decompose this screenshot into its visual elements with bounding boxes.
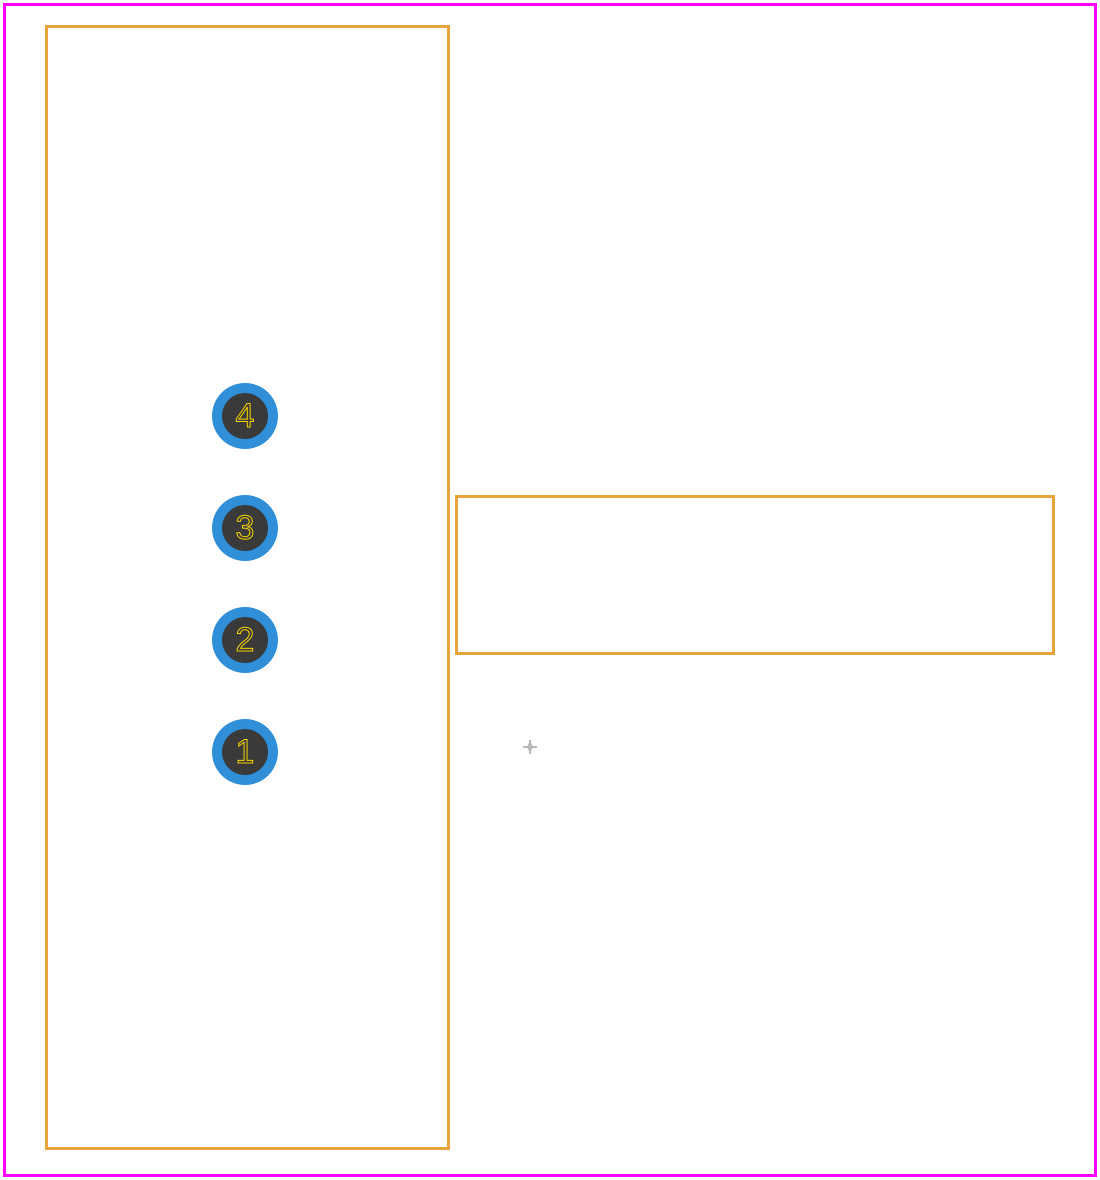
pad-1-drill: 1 bbox=[222, 729, 268, 775]
pad-3-label: 3 bbox=[236, 509, 255, 548]
silkscreen-body-left bbox=[45, 25, 450, 1150]
silkscreen-body-right bbox=[455, 495, 1055, 655]
pad-2-label: 2 bbox=[236, 621, 255, 660]
pad-2: 2 bbox=[212, 607, 278, 673]
pad-4-label: 4 bbox=[236, 397, 255, 436]
pad-3-drill: 3 bbox=[222, 505, 268, 551]
pad-3: 3 bbox=[212, 495, 278, 561]
pad-1-label: 1 bbox=[236, 733, 255, 772]
origin-marker-icon bbox=[523, 740, 537, 759]
pad-1: 1 bbox=[212, 719, 278, 785]
pad-2-drill: 2 bbox=[222, 617, 268, 663]
pad-4: 4 bbox=[212, 383, 278, 449]
pad-4-drill: 4 bbox=[222, 393, 268, 439]
pcb-footprint-canvas: 1 2 3 4 bbox=[0, 0, 1100, 1180]
